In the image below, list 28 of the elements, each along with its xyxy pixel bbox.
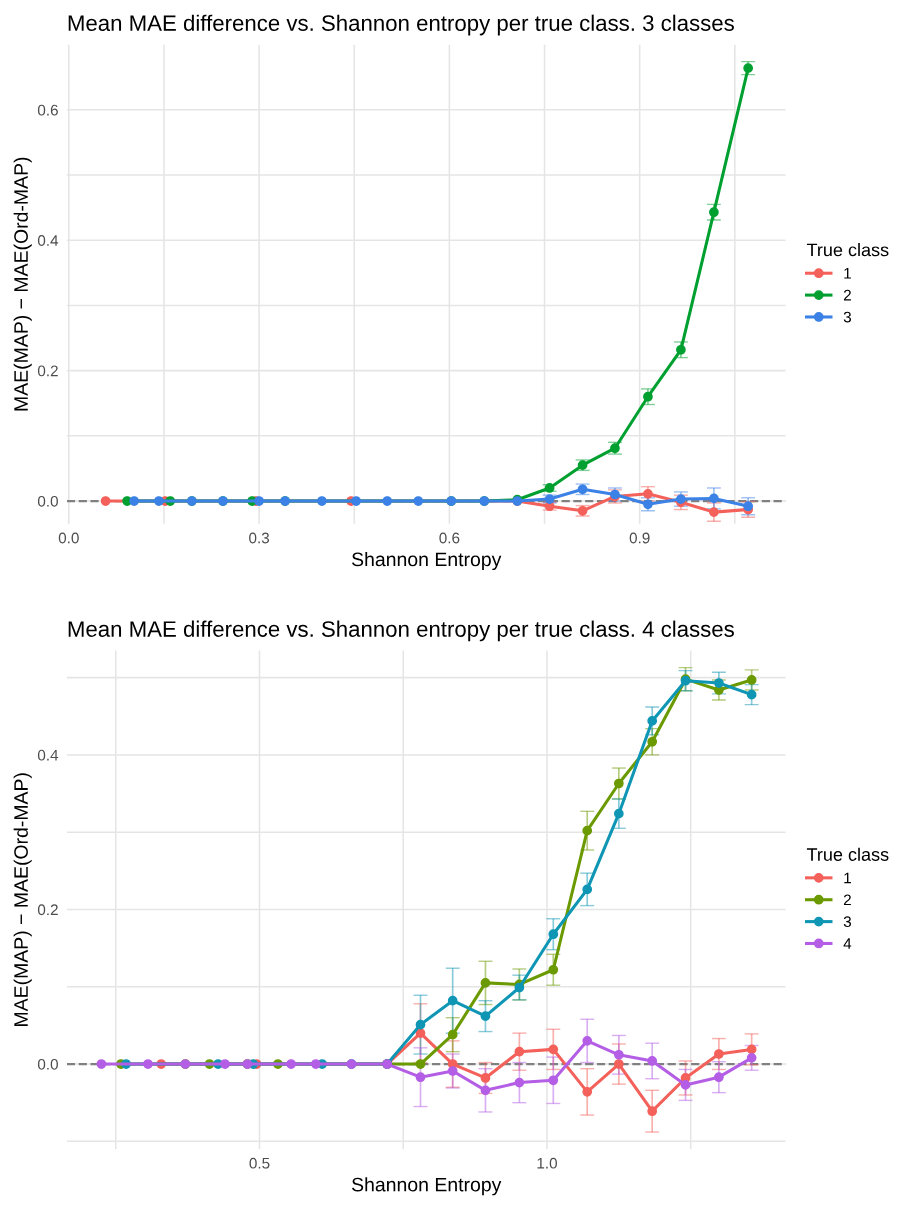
x-tick-label: 1.0: [537, 1157, 557, 1169]
x-tick-label: 0.3: [249, 532, 270, 544]
chart-title: Mean MAE difference vs. Shannon entropy per true class. 3 classes: [68, 14, 734, 36]
y-tick-label: 0.4: [37, 235, 59, 246]
x-tick-label: 0.9: [629, 532, 650, 544]
legend-label: 3: [843, 311, 851, 323]
legend-label: 3: [843, 916, 851, 928]
legend-label: 2: [843, 894, 851, 906]
x-tick-label: 0.0: [58, 532, 79, 544]
legend-title: True class: [806, 243, 889, 257]
y-axis-title: MAE(MAP) − MAE(Ord-MAP): [13, 773, 32, 1026]
x-tick-label: 0.5: [249, 1157, 270, 1169]
y-tick-label: 0.6: [37, 104, 58, 116]
y-tick-label: 0.0: [37, 495, 58, 507]
legend-label: 1: [844, 872, 851, 884]
x-tick-label: 0.6: [439, 532, 460, 544]
y-tick-label: 0.0: [37, 1058, 58, 1070]
legend-label: 1: [844, 268, 851, 279]
legend-label: 4: [843, 938, 852, 949]
y-axis-title: MAE(MAP) − MAE(Ord-MAP): [13, 157, 32, 411]
x-axis-title: Shannon Entropy: [351, 551, 502, 571]
x-axis-title: Shannon Entropy: [351, 1177, 502, 1196]
legend-label: 2: [843, 289, 851, 301]
y-tick-label: 0.2: [37, 904, 58, 916]
y-tick-label: 0.4: [37, 749, 59, 761]
chart-title: Mean MAE difference vs. Shannon entropy per true class. 4 classes: [68, 620, 734, 642]
legend-title: True class: [806, 847, 889, 861]
y-tick-label: 0.2: [37, 365, 58, 377]
